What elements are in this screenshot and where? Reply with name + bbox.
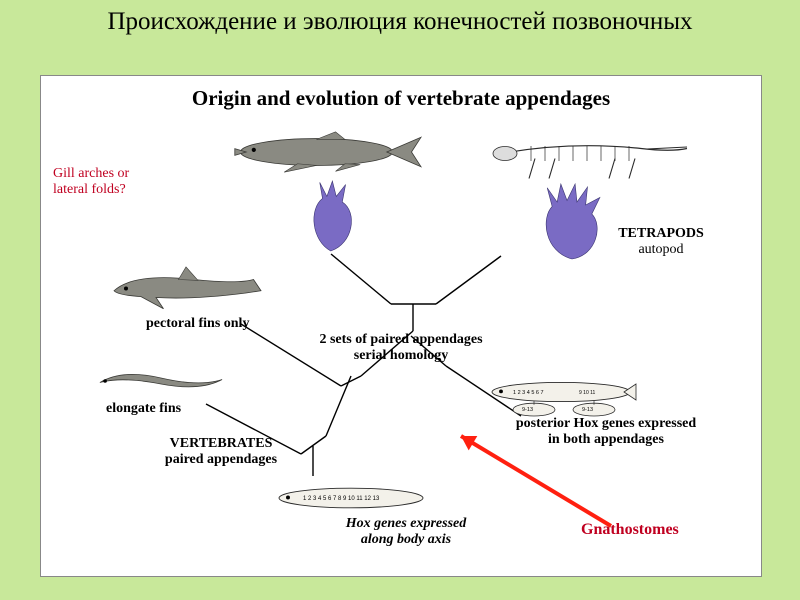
label-vertebrates: VERTEBRATES paired appendages: [141, 436, 301, 468]
organism-elongate: [100, 374, 222, 386]
autopod-word: autopod: [638, 242, 683, 257]
svg-text:9-13: 9-13: [522, 407, 533, 413]
fin-limb-icon: [314, 181, 352, 251]
slide-title-ru: Происхождение и эволюция конечностей поз…: [0, 8, 800, 36]
vertebrates-word: VERTEBRATES: [170, 436, 273, 451]
two-sets-line1: 2 sets of paired appendages: [319, 332, 482, 347]
organism-shark: [114, 267, 261, 309]
svg-text:1 2 3 4 5 6 7 8 9 10 11 12 13: 1 2 3 4 5 6 7 8 9 10 11 12 13: [303, 496, 380, 502]
label-tetrapods: TETRAPODS autopod: [596, 226, 726, 258]
label-gnathostomes: Gnathostomes: [581, 521, 679, 539]
label-gill-question: Gill arches or lateral folds?: [53, 166, 129, 198]
svg-text:1 2 3 4 5 6 7: 1 2 3 4 5 6 7: [513, 390, 544, 396]
figure-title-en: Origin and evolution of vertebrate appen…: [41, 86, 761, 111]
tetrapods-word: TETRAPODS: [618, 226, 704, 241]
label-pectoral: pectoral fins only: [146, 316, 249, 332]
svg-text:9-13: 9-13: [582, 407, 593, 413]
organism-hoxfish: 1 2 3 4 5 6 7 9 10 11 9-13 9-13: [492, 382, 636, 416]
label-elongate: elongate fins: [106, 401, 181, 417]
svg-text:9 10 11: 9 10 11: [579, 390, 596, 396]
label-hox-axis: Hox genes expressed along body axis: [311, 516, 501, 548]
two-sets-line2: serial homology: [354, 348, 449, 363]
label-two-sets: 2 sets of paired appendages serial homol…: [291, 332, 511, 364]
paired-word: paired appendages: [165, 452, 277, 467]
organism-basalfish: 1 2 3 4 5 6 7 8 9 10 11 12 13: [279, 488, 423, 508]
slide-root: Происхождение и эволюция конечностей поз…: [0, 0, 800, 600]
foot-limb-icon: [546, 184, 600, 259]
organism-lungfish: [235, 132, 421, 172]
label-posterior-hox: posterior Hox genes expressed in both ap…: [491, 416, 721, 448]
figure-panel: Origin and evolution of vertebrate appen…: [40, 75, 762, 577]
organism-tetrapod: [493, 146, 687, 179]
